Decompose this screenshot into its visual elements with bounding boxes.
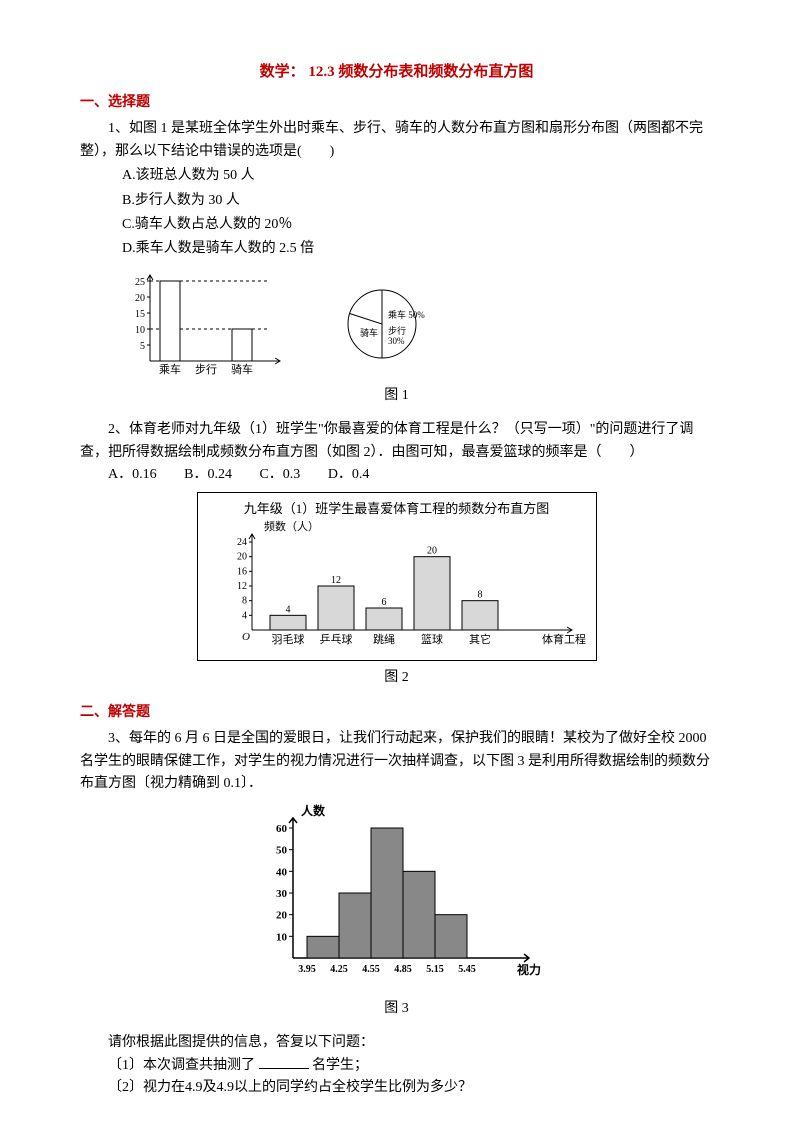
q1-bar-chart: 5 10 15 20 25 乘车 步行 骑车: [122, 269, 292, 379]
svg-text:乒乓球: 乒乓球: [319, 632, 352, 646]
figure3-label: 图 3: [80, 998, 713, 1020]
svg-text:视力: 视力: [517, 962, 541, 977]
q3-sub1: 〔1〕本次调查共抽测了 名学生；: [80, 1055, 713, 1077]
q1-options: A.该班总人数为 50 人 B.步行人数为 30 人 C.骑车人数占总人数的 2…: [122, 165, 713, 261]
svg-text:体育工程: 体育工程: [542, 632, 586, 646]
svg-text:频数（人）: 频数（人）: [264, 520, 319, 533]
svg-text:骑车: 骑车: [360, 327, 378, 338]
svg-text:4.85: 4.85: [394, 964, 412, 975]
svg-text:15: 15: [135, 309, 145, 320]
figure2-container: 九年级（1）班学生最喜爱体育工程的频数分布直方图 频数（人） O 4 8 12 16 20 2…: [197, 492, 597, 661]
svg-text:12: 12: [237, 581, 247, 592]
q2-text: 2、体育老师对九年级（1）班学生"你最喜爱的体育工程是什么？（只写一项）"的问题…: [80, 419, 713, 464]
svg-text:50: 50: [276, 845, 288, 857]
svg-text:人数: 人数: [301, 803, 326, 818]
svg-text:25: 25: [135, 277, 145, 288]
q2-chart-title: 九年级（1）班学生最喜爱体育工程的频数分布直方图: [204, 499, 590, 520]
svg-text:5.15: 5.15: [426, 964, 444, 975]
q3-sub2: 〔2〕视力在4.9及4.9以上的同学约占全校学生比例为多少？: [80, 1077, 713, 1099]
svg-text:40: 40: [276, 867, 288, 879]
q3-blank: [259, 1055, 309, 1069]
svg-text:4: 4: [242, 610, 247, 621]
q3-sub1-a: 〔1〕本次调查共抽测了: [108, 1058, 255, 1073]
svg-text:20: 20: [276, 910, 288, 922]
svg-text:20: 20: [427, 546, 437, 557]
svg-text:12: 12: [331, 575, 341, 586]
svg-text:20: 20: [135, 293, 145, 304]
svg-text:4.25: 4.25: [330, 964, 348, 975]
section-answer-heading: 二、解答题: [80, 702, 713, 724]
q1-opt-a: A.该班总人数为 50 人: [122, 165, 713, 187]
svg-text:60: 60: [276, 823, 288, 835]
figure2-label: 图 2: [80, 667, 713, 689]
svg-text:骑车: 骑车: [231, 362, 253, 376]
svg-text:4.55: 4.55: [362, 964, 380, 975]
figure3-container: 人数视力 10 20 30 40 50 60 3.95 4.25 4.55 4.85 5.15 5.45: [80, 803, 713, 991]
q2-opt-a: A．0.16: [108, 467, 157, 482]
svg-text:乘车: 乘车: [159, 362, 181, 376]
q3-text: 3、每年的 6 月 6 日是全国的爱眼日，让我们行动起来，保护我们的眼睛！某校为…: [80, 728, 713, 795]
svg-text:30: 30: [276, 888, 288, 900]
svg-text:16: 16: [237, 566, 247, 577]
q3-histogram: 人数视力 10 20 30 40 50 60 3.95 4.25 4.55 4.85 5.15 5.45: [247, 803, 547, 983]
q3-sub1-b: 名学生；: [312, 1058, 368, 1073]
svg-text:8: 8: [477, 590, 482, 601]
figure1-container: 510152025乘车步行骑车 乘车 50%步行30%骑车: [122, 269, 713, 379]
figure1-label: 图 1: [80, 385, 713, 407]
svg-text:跳绳: 跳绳: [373, 632, 395, 646]
q1-opt-b: B.步行人数为 30 人: [122, 190, 713, 212]
q2-opt-c: C．0.3: [259, 467, 300, 482]
svg-text:24: 24: [237, 537, 247, 548]
q3-prompt: 请你根据此图提供的信息，答复以下问题：: [80, 1032, 713, 1054]
svg-text:篮球: 篮球: [421, 632, 443, 646]
svg-text:10: 10: [135, 325, 145, 336]
svg-text:步行: 步行: [388, 325, 406, 336]
svg-text:10: 10: [276, 932, 288, 944]
svg-text:5: 5: [140, 341, 145, 352]
q1-text: 1、如图 1 是某班全体学生外出时乘车、步行、骑车的人数分布直方图和扇形分布图（…: [80, 118, 713, 163]
svg-text:其它: 其它: [469, 632, 491, 646]
svg-text:30%: 30%: [388, 336, 405, 346]
svg-text:8: 8: [242, 596, 247, 607]
svg-text:步行: 步行: [195, 363, 217, 376]
q1-opt-c: C.骑车人数占总人数的 20％: [122, 214, 713, 236]
svg-text:6: 6: [381, 597, 386, 608]
svg-text:乘车 50%: 乘车 50%: [388, 309, 425, 320]
svg-text:3.95: 3.95: [298, 964, 316, 975]
q1-opt-d: D.乘车人数是骑车人数的 2.5 倍: [122, 238, 713, 260]
svg-text:羽毛球: 羽毛球: [271, 632, 304, 646]
svg-text:5.45: 5.45: [458, 964, 476, 975]
svg-text:20: 20: [237, 552, 247, 563]
q2-options: A．0.16 B．0.24 C．0.3 D．0.4: [80, 464, 713, 486]
q2-opt-b: B．0.24: [184, 467, 232, 482]
q1-pie-chart: 乘车 50% 步行30% 骑车: [332, 279, 432, 369]
page-title: 数学： 12.3 频数分布表和频数分布直方图: [80, 60, 713, 84]
svg-text:4: 4: [285, 604, 290, 615]
q2-bar-chart: 频数（人） O 4 8 12 16 20 24 4 羽毛球 12 乒乓球 6 跳绳 20 篮球 8 其它 体育工程: [204, 520, 590, 650]
q2-opt-d: D．0.4: [328, 467, 370, 482]
svg-text:O: O: [242, 631, 250, 643]
section-choice-heading: 一、选择题: [80, 92, 713, 114]
